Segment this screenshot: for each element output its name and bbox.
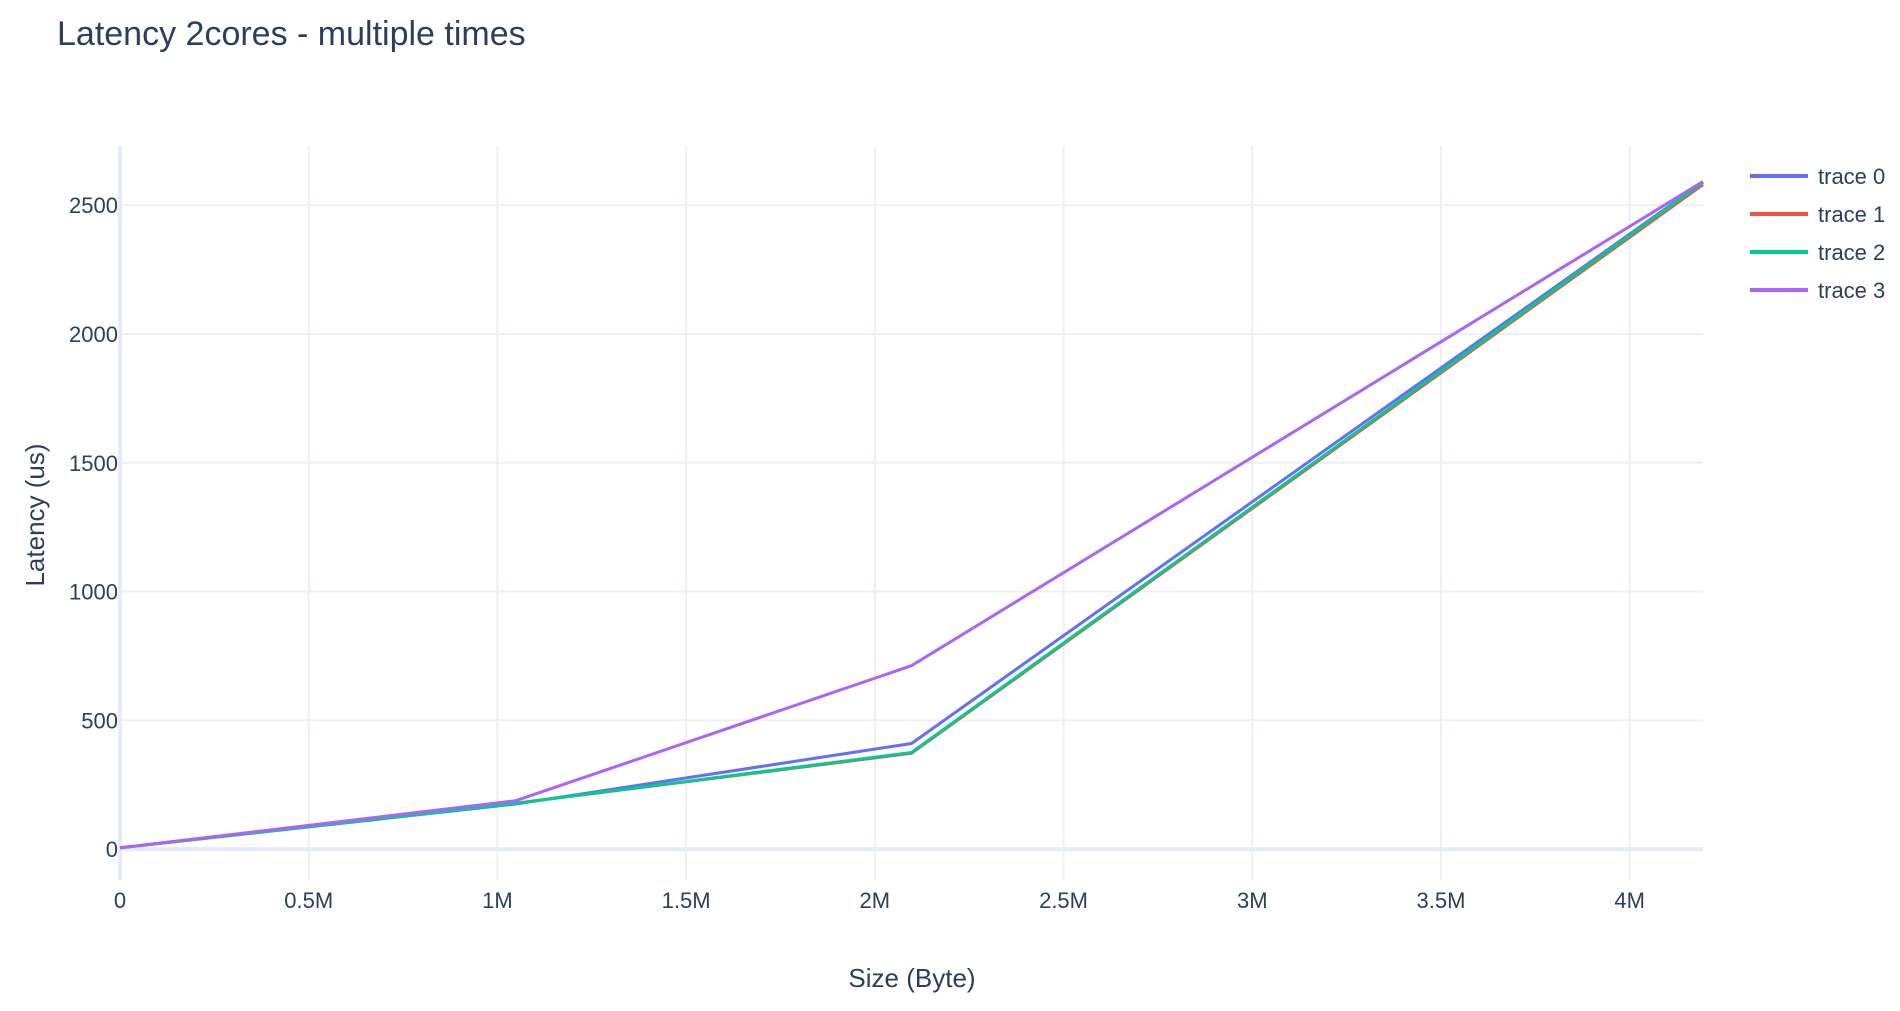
y-gridlines: [118, 146, 1703, 880]
legend-item-trace-3[interactable]: trace 3: [1750, 278, 1885, 303]
x-tick-label: 2M: [860, 888, 891, 913]
y-axis-title: Latency (us): [20, 443, 50, 586]
y-tick-label: 500: [81, 708, 118, 733]
legend-label: trace 3: [1818, 278, 1885, 303]
x-axis-ticks: 0 0.5M 1M 1.5M 2M 2.5M 3M 3.5M 4M: [114, 888, 1645, 913]
x-axis-title: Size (Byte): [848, 963, 975, 993]
series-lines: [119, 180, 1704, 850]
x-tick-label: 1.5M: [662, 888, 711, 913]
legend-item-trace-2[interactable]: trace 2: [1750, 240, 1885, 265]
y-tick-label: 1500: [69, 451, 118, 476]
legend-item-trace-1[interactable]: trace 1: [1750, 202, 1885, 227]
x-tick-label: 1M: [482, 888, 513, 913]
x-tick-label: 0: [114, 888, 126, 913]
y-tick-label: 0: [106, 837, 118, 862]
y-tick-label: 2000: [69, 322, 118, 347]
legend-label: trace 0: [1818, 164, 1885, 189]
legend-item-trace-0[interactable]: trace 0: [1750, 164, 1885, 189]
x-tick-label: 3M: [1237, 888, 1268, 913]
x-tick-label: 3.5M: [1416, 888, 1465, 913]
legend-label: trace 2: [1818, 240, 1885, 265]
legend-label: trace 1: [1818, 202, 1885, 227]
y-axis-ticks: 0 500 1000 1500 2000 2500: [69, 193, 118, 862]
y-tick-label: 2500: [69, 193, 118, 218]
x-gridlines: [307, 146, 1631, 880]
y-tick-label: 1000: [69, 580, 118, 605]
plot-background: [120, 146, 1703, 880]
plot-area: [120, 146, 1703, 880]
x-tick-label: 0.5M: [284, 888, 333, 913]
series-line-trace-3: [119, 180, 1704, 850]
x-tick-label: 4M: [1614, 888, 1645, 913]
x-tick-label: 2.5M: [1039, 888, 1088, 913]
legend[interactable]: trace 0 trace 1 trace 2 trace 3: [1750, 164, 1885, 303]
chart-title: Latency 2cores - multiple times: [57, 15, 526, 53]
